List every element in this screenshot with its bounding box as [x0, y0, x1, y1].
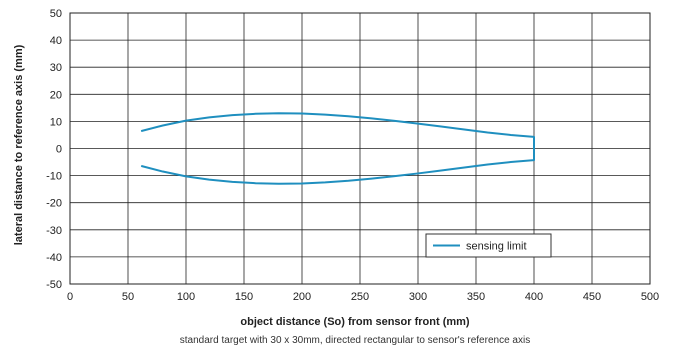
x-tick-label: 300 [409, 291, 427, 303]
x-tick-label: 450 [583, 291, 601, 303]
series-line-sensing-limit [140, 112, 535, 185]
y-tick-label: 20 [50, 89, 62, 101]
x-tick-label: 250 [351, 291, 369, 303]
x-tick-label: 50 [122, 291, 134, 303]
chart-caption: standard target with 30 x 30mm, directed… [180, 335, 530, 346]
grid [69, 12, 651, 285]
y-tick-label: -40 [46, 252, 62, 264]
legend-box [425, 233, 552, 258]
y-tick-label: 40 [50, 35, 62, 47]
y-axis-title: lateral distance to reference axis (mm) [13, 44, 25, 245]
x-tick-label: 400 [525, 291, 543, 303]
y-tick-label: -50 [46, 279, 62, 291]
x-tick-labels: 0 50 100 150 200 250 300 350 400 450 500 [67, 291, 659, 303]
legend-label: sensing limit [466, 241, 527, 253]
x-tick-label: 150 [235, 291, 253, 303]
y-tick-labels: 50 40 30 20 10 0 -10 -20 -30 -40 -50 [46, 8, 62, 291]
y-tick-label: 50 [50, 8, 62, 20]
x-tick-label: 500 [641, 291, 659, 303]
y-tick-label: 10 [50, 116, 62, 128]
y-tick-label: 0 [56, 144, 62, 156]
y-tick-label: 30 [50, 62, 62, 74]
x-axis-title: object distance (So) from sensor front (… [240, 316, 470, 328]
plot-frame [69, 12, 651, 285]
x-tick-label: 200 [293, 291, 311, 303]
y-tick-label: -30 [46, 225, 62, 237]
y-tick-label: -20 [46, 198, 62, 210]
legend: sensing limit [425, 233, 552, 258]
x-tick-label: 100 [177, 291, 195, 303]
x-tick-label: 0 [67, 291, 73, 303]
y-tick-label: -10 [46, 171, 62, 183]
series-layer [140, 112, 535, 185]
x-tick-label: 350 [467, 291, 485, 303]
